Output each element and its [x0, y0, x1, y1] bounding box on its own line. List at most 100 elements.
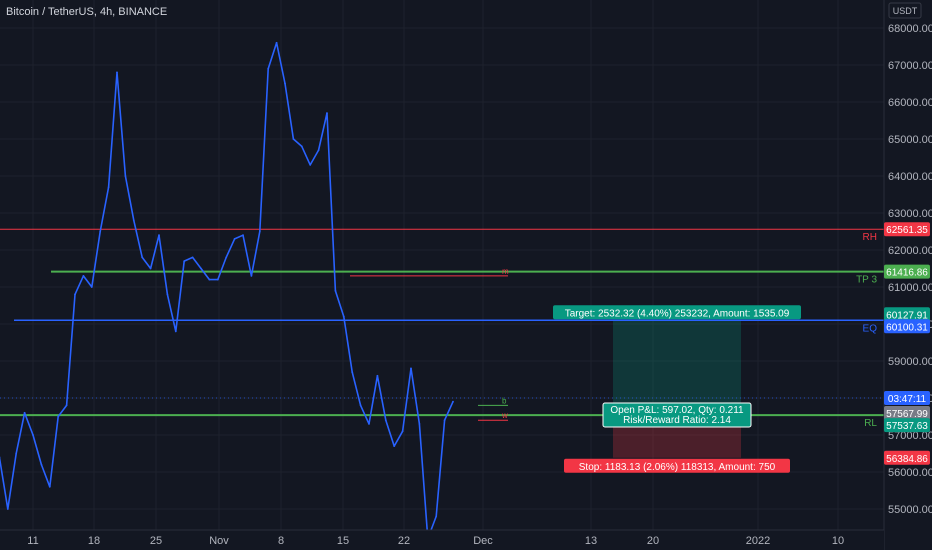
price-tick-label: 64000.00 [888, 171, 932, 183]
price-point [401, 430, 404, 433]
price-tag-box [884, 307, 930, 322]
price-point [124, 175, 127, 177]
price-point [82, 275, 85, 277]
price-point [435, 515, 438, 518]
price-point [57, 415, 60, 418]
position-zones[interactable] [613, 319, 741, 458]
price-tag-box [884, 450, 930, 465]
price-tag-label: 56384.86 [886, 454, 928, 465]
price-point [376, 374, 379, 377]
time-tick-label: 13 [585, 535, 597, 547]
marker-label-w: w [501, 411, 508, 420]
price-point [166, 293, 169, 296]
price-point [250, 275, 253, 277]
target-label-box [553, 305, 801, 320]
price-tag-box [884, 391, 930, 405]
price-point [384, 419, 387, 422]
price-point [258, 230, 261, 233]
price-point [393, 445, 396, 447]
price-point [74, 293, 76, 296]
price-tick-label: 65000.00 [888, 134, 932, 146]
price-point [410, 367, 412, 370]
target-label: Target: 2532.32 (4.40%) 253232, Amount: … [565, 308, 790, 319]
time-tick-label: 18 [88, 535, 100, 547]
price-tag-box [884, 319, 930, 334]
price-point [300, 145, 303, 148]
price-tag-label: 57567.99 [886, 409, 928, 420]
target-zone[interactable] [613, 319, 741, 414]
horizontal-levels[interactable]: RH TP 3 EQ RL [0, 228, 884, 429]
price-point [23, 411, 26, 414]
time-tick-label: 25 [150, 535, 162, 547]
level-label-rl: RL [864, 418, 877, 429]
time-tick-label: 11 [27, 535, 38, 547]
price-point [32, 434, 34, 436]
price-point [15, 452, 18, 455]
level-label-eq: EQ [863, 323, 878, 334]
small-markers: m bw [350, 267, 509, 421]
currency-badge[interactable]: USDT [893, 6, 918, 16]
level-label-tp-3: TP 3 [856, 275, 877, 286]
price-point [292, 138, 295, 140]
price-tick-label: 62000.00 [888, 245, 932, 257]
price-point [443, 419, 446, 422]
price-point [174, 330, 177, 333]
price-tick-label: 59000.00 [888, 356, 932, 368]
price-point [342, 315, 345, 318]
price-tag-label: 03:47:11 [888, 394, 927, 405]
price-point [359, 404, 362, 407]
price-point [149, 267, 152, 270]
time-tick-label: 20 [647, 535, 659, 547]
price-tick-label: 67000.00 [888, 60, 932, 72]
time-tick-label: 8 [278, 535, 284, 547]
price-tick-label: 63000.00 [888, 208, 932, 220]
time-tick-label: 15 [337, 535, 349, 547]
price-point [326, 112, 328, 114]
price-line-series-0 [0, 41, 454, 540]
price-point [452, 400, 454, 403]
price-point [6, 508, 9, 510]
price-point [317, 149, 320, 152]
price-tick-label: 68000.00 [888, 23, 932, 35]
level-label-rh: RH [863, 232, 877, 243]
price-point [216, 278, 219, 281]
price-tag-box [884, 418, 930, 433]
price-series [0, 41, 454, 540]
pnl-label: Open P&L: 597.02, Qty: 0.211 [610, 405, 744, 416]
price-point [418, 423, 421, 425]
price-point [200, 267, 202, 270]
time-axis-panel[interactable] [0, 530, 884, 550]
price-tick-label: 57000.00 [888, 430, 932, 442]
pnl-box [602, 402, 752, 428]
price-tag-label: 60127.91 [886, 310, 928, 321]
stop-label-box [564, 458, 790, 473]
currency-badge-box[interactable] [888, 2, 922, 19]
price-point [225, 256, 228, 259]
price-point [48, 485, 51, 488]
marker-label-m: m [502, 267, 509, 276]
price-tick-label: 55000.00 [888, 504, 932, 516]
price-point [99, 230, 102, 233]
price-point [284, 82, 286, 85]
time-tick-label: 2022 [746, 535, 770, 547]
price-point [107, 186, 110, 189]
price-tag-label: 61416.86 [886, 268, 928, 279]
price-tick-label: 61000.00 [888, 282, 932, 294]
price-point [233, 238, 236, 240]
stop-label: Stop: 1183.13 (2.06%) 118313, Amount: 75… [579, 462, 776, 473]
marker-label-b: b [502, 396, 507, 405]
price-point [368, 423, 370, 425]
time-axis[interactable]: 11 18 25 Nov 8 15 22 Dec 13 20 2022 10 [0, 529, 884, 550]
price-point [242, 234, 244, 237]
price-tag-label: 60100.31 [886, 322, 928, 333]
price-point [351, 371, 354, 373]
price-point [334, 289, 337, 292]
price-point [208, 278, 211, 281]
price-point [267, 67, 270, 70]
price-point [309, 164, 312, 166]
symbol-title[interactable]: Bitcoin / TetherUS, 4h, BINANCE [6, 6, 167, 18]
time-tick-label: 10 [832, 535, 844, 547]
